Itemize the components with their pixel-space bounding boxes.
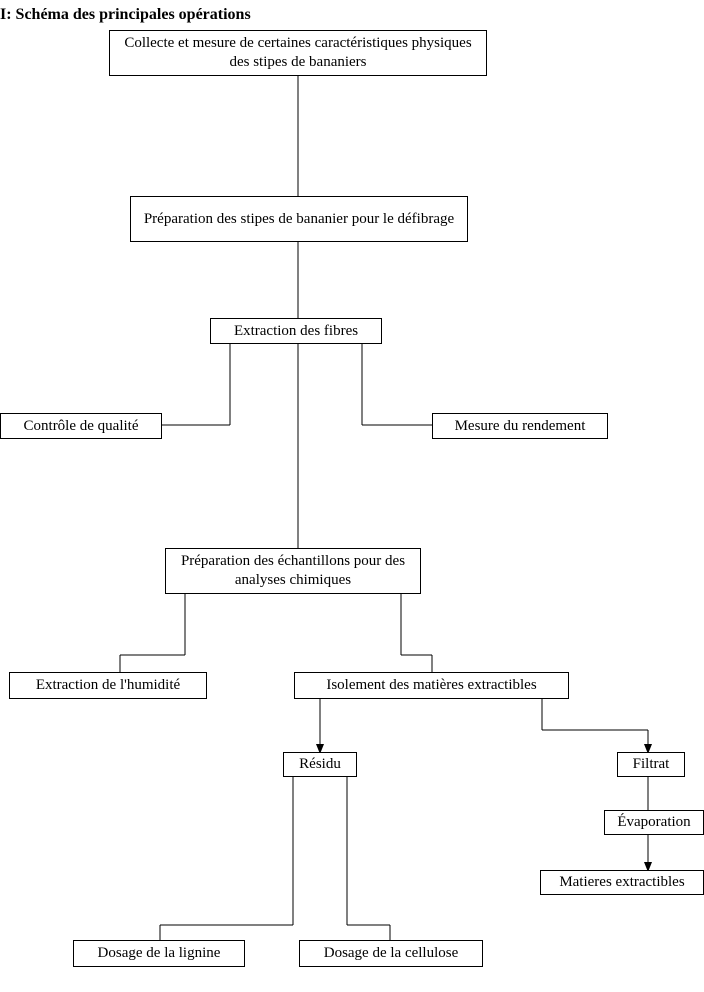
- flowchart-node-n9: Résidu: [283, 752, 357, 777]
- page-title: I: Schéma des principales opérations: [0, 6, 251, 24]
- flowchart-node-n3: Extraction des fibres: [210, 318, 382, 344]
- flowchart-node-n13: Dosage de la lignine: [73, 940, 245, 967]
- flowchart-node-n7: Extraction de l'humidité: [9, 672, 207, 699]
- flowchart-node-n10: Filtrat: [617, 752, 685, 777]
- flowchart-node-n5: Mesure du rendement: [432, 413, 608, 439]
- flowchart-node-n12: Matieres extractibles: [540, 870, 704, 895]
- flowchart-node-n4: Contrôle de qualité: [0, 413, 162, 439]
- flowchart-node-n1: Collecte et mesure de certaines caractér…: [109, 30, 487, 76]
- flowchart-node-n11: Évaporation: [604, 810, 704, 835]
- diagram-canvas: I: Schéma des principales opérations Col…: [0, 0, 704, 992]
- flowchart-lines: [0, 0, 704, 992]
- flowchart-node-n14: Dosage de la cellulose: [299, 940, 483, 967]
- flowchart-node-n2: Préparation des stipes de bananier pour …: [130, 196, 468, 242]
- flowchart-node-n8: Isolement des matières extractibles: [294, 672, 569, 699]
- flowchart-node-n6: Préparation des échantillons pour des an…: [165, 548, 421, 594]
